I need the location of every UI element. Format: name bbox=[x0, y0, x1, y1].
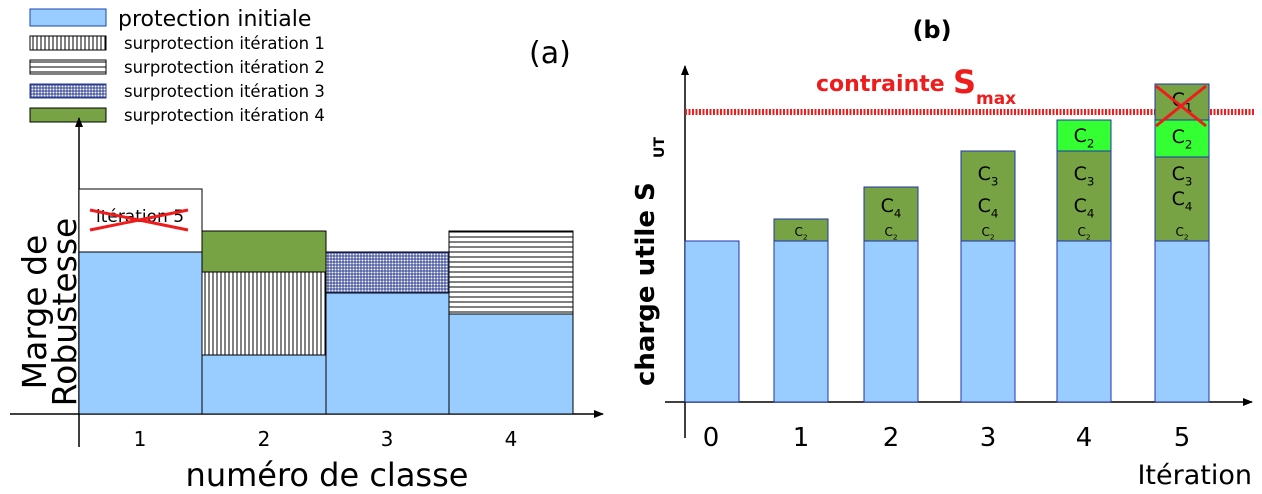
bar-2-surprotection-1 bbox=[201, 271, 327, 356]
legend-item-iteration-2: surprotection itération 2 bbox=[29, 58, 325, 77]
x-tick-label: 3 bbox=[381, 427, 394, 451]
segment-label: C2 bbox=[884, 225, 897, 241]
segment-label: C4 bbox=[881, 195, 902, 220]
x-tick-label: 4 bbox=[505, 427, 518, 451]
legend-swatch-vertical-stripes bbox=[29, 35, 107, 51]
base-segment bbox=[773, 240, 829, 403]
panel-b: (b) contrainte S max C2 C4 C2 bbox=[631, 16, 1255, 491]
bar-2-protection-initiale bbox=[201, 354, 327, 415]
base-segment bbox=[684, 240, 740, 403]
segment-c2-c4-c3 bbox=[1056, 150, 1112, 242]
segment-c2-c4-c3 bbox=[960, 150, 1016, 242]
base-segment bbox=[1056, 240, 1112, 403]
segment-c2 bbox=[773, 218, 829, 242]
iteration-0-bar bbox=[684, 240, 740, 403]
segment-label: C2 bbox=[1172, 126, 1193, 151]
x-tick-label: 2 bbox=[258, 427, 271, 451]
constraint-subscript: max bbox=[976, 89, 1016, 109]
legend-label: surprotection itération 1 bbox=[124, 34, 325, 53]
segment-label: C4 bbox=[1172, 188, 1193, 213]
y-axis-title-line-1: Marge de bbox=[15, 235, 54, 390]
constraint-word: contrainte bbox=[816, 72, 945, 97]
segment-c2-c4 bbox=[863, 186, 919, 242]
iteration-2-bar: C4 C2 bbox=[863, 186, 919, 403]
panel-b-tag: (b) bbox=[912, 16, 951, 44]
iteration-3-bar: C3 C4 C2 bbox=[960, 150, 1016, 403]
legend-item-iteration-3: surprotection itération 3 bbox=[29, 82, 325, 101]
segment-label: C3 bbox=[978, 163, 999, 188]
iteration-5-bar: C1 C2 C3 C4 C2 bbox=[1154, 83, 1210, 403]
panel-a-y-axis-title: Marge de Robustesse bbox=[15, 218, 84, 407]
x-tick-label: 4 bbox=[1076, 423, 1093, 453]
bar-4-protection-initiale bbox=[448, 313, 574, 415]
legend-label: surprotection itération 3 bbox=[124, 82, 325, 101]
legend-swatch-green bbox=[29, 107, 107, 123]
cross-mark-icon bbox=[1155, 84, 1207, 128]
constraint-symbol: S bbox=[953, 63, 976, 101]
panel-a-tag: (a) bbox=[529, 36, 571, 71]
legend-label: protection initiale bbox=[118, 7, 311, 32]
legend-item-protection-initiale: protection initiale bbox=[29, 7, 311, 32]
bar-2-surprotection-4 bbox=[201, 230, 327, 273]
panel-b-y-axis-title: charge utile S UT bbox=[631, 137, 668, 386]
segment-label: C2 bbox=[1074, 125, 1095, 150]
base-segment bbox=[1154, 240, 1210, 403]
segment-label: C2 bbox=[981, 225, 994, 241]
constraint-label: contrainte S max bbox=[816, 63, 1016, 109]
y-axis-title-subscript: UT bbox=[652, 137, 668, 158]
segment-label: C4 bbox=[978, 195, 999, 220]
segment-label: C4 bbox=[1074, 195, 1095, 220]
base-segment bbox=[960, 240, 1016, 403]
legend-swatch-blue bbox=[29, 8, 107, 27]
legend-item-iteration-4: surprotection itération 4 bbox=[29, 106, 325, 125]
x-tick-label: 1 bbox=[134, 427, 147, 451]
segment-label: C2 bbox=[1077, 225, 1090, 241]
x-tick-label: 3 bbox=[980, 423, 997, 453]
segment-c2-c4-c3 bbox=[1154, 156, 1210, 242]
legend-label: surprotection itération 4 bbox=[124, 106, 325, 125]
iteration-5-label: itération 5 bbox=[96, 207, 184, 227]
legend-swatch-crosshatch bbox=[29, 83, 107, 99]
segment-label: C2 bbox=[794, 225, 807, 241]
bar-1-protection-initiale bbox=[78, 251, 203, 415]
x-tick-label: 2 bbox=[883, 423, 900, 453]
segment-label: C2 bbox=[1175, 225, 1188, 241]
cross-mark-icon bbox=[89, 208, 189, 232]
x-tick-label: 0 bbox=[703, 423, 720, 453]
segment-c2-bright bbox=[1056, 119, 1112, 152]
legend-swatch-horizontal-stripes bbox=[29, 59, 107, 75]
legend-label: surprotection itération 2 bbox=[124, 58, 325, 77]
segment-label: C3 bbox=[1172, 163, 1193, 188]
bar-4-surprotection-2 bbox=[448, 230, 574, 315]
legend: protection initiale surprotection itérat… bbox=[29, 7, 325, 125]
iteration-1-bar: C2 bbox=[773, 218, 829, 403]
segment-c2-bright bbox=[1154, 119, 1210, 158]
x-tick-label: 1 bbox=[793, 423, 810, 453]
panel-a: (a) itération 5 1 2 3 4 numéro de classe… bbox=[10, 36, 604, 494]
y-axis-title-line-2: Robustesse bbox=[45, 218, 84, 407]
x-tick-label: 5 bbox=[1174, 423, 1191, 453]
bar-3-surprotection-3 bbox=[325, 251, 450, 294]
panel-a-x-axis-title: numéro de classe bbox=[186, 456, 469, 494]
legend-item-iteration-1: surprotection itération 1 bbox=[29, 34, 325, 53]
y-axis-title-main: charge utile S bbox=[631, 182, 661, 386]
iteration-4-bar: C2 C3 C4 C2 bbox=[1056, 119, 1112, 403]
segment-label: C3 bbox=[1074, 163, 1095, 188]
base-segment bbox=[863, 240, 919, 403]
panel-b-x-axis-title: Itération bbox=[1137, 460, 1252, 491]
bar-3-protection-initiale bbox=[325, 292, 450, 415]
